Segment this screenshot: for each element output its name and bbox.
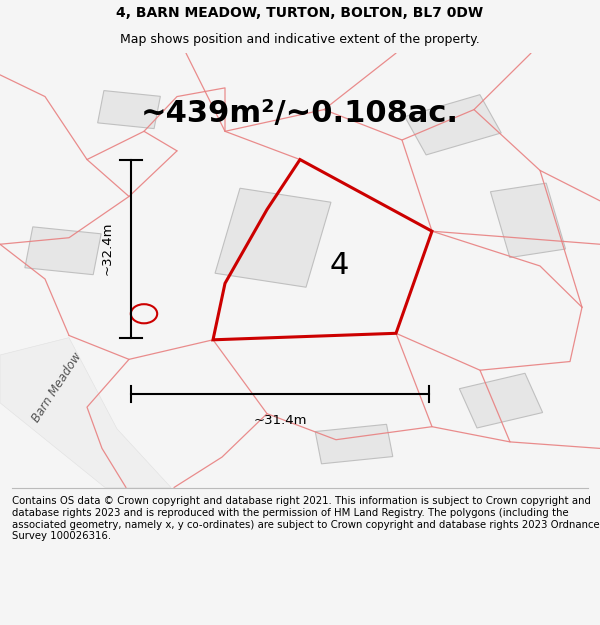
Polygon shape	[460, 373, 542, 428]
Text: 4: 4	[329, 251, 349, 281]
Text: ~32.4m: ~32.4m	[100, 222, 113, 276]
Text: Contains OS data © Crown copyright and database right 2021. This information is : Contains OS data © Crown copyright and d…	[12, 496, 599, 541]
Polygon shape	[98, 91, 160, 129]
Text: ~31.4m: ~31.4m	[253, 414, 307, 427]
Polygon shape	[490, 183, 566, 258]
Polygon shape	[25, 227, 101, 274]
Polygon shape	[405, 94, 501, 155]
Polygon shape	[215, 188, 331, 288]
Text: 4, BARN MEADOW, TURTON, BOLTON, BL7 0DW: 4, BARN MEADOW, TURTON, BOLTON, BL7 0DW	[116, 6, 484, 20]
Text: Barn Meadow: Barn Meadow	[29, 351, 85, 425]
Polygon shape	[315, 424, 393, 464]
Polygon shape	[0, 338, 171, 488]
Text: ~439m²/~0.108ac.: ~439m²/~0.108ac.	[141, 99, 459, 127]
Text: Map shows position and indicative extent of the property.: Map shows position and indicative extent…	[120, 33, 480, 46]
